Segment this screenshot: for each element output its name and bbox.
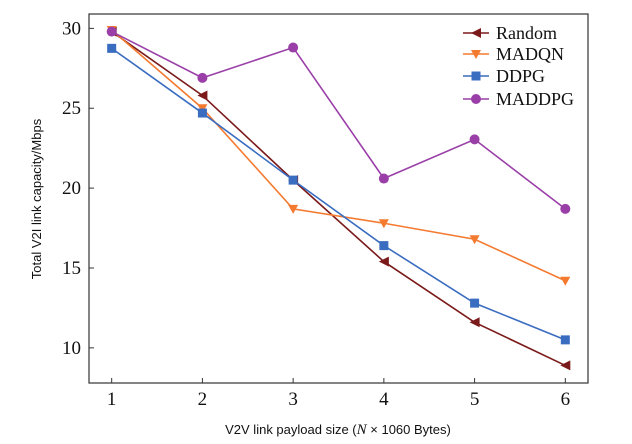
legend-label: DDPG xyxy=(496,66,545,86)
legend-marker xyxy=(471,28,481,38)
legend-item: DDPG xyxy=(463,66,545,86)
data-point xyxy=(378,219,389,229)
data-point xyxy=(378,256,389,267)
data-point xyxy=(107,43,117,53)
data-point xyxy=(560,360,571,371)
data-point xyxy=(560,203,571,214)
data-point xyxy=(470,298,480,308)
x-tick-label: 1 xyxy=(107,389,117,410)
series-line xyxy=(111,29,566,282)
y-tick-label: 15 xyxy=(62,258,81,279)
x-tick-label: 2 xyxy=(198,389,208,410)
data-point xyxy=(560,335,570,345)
x-axis-label: V2V link payload size (N × 1060 Bytes) xyxy=(225,422,451,438)
series-line xyxy=(111,47,566,341)
data-point xyxy=(469,134,480,145)
data-point xyxy=(197,108,207,118)
legend-item: MADDPG xyxy=(463,89,574,109)
legend-marker xyxy=(471,71,481,81)
data-point xyxy=(288,175,298,185)
x-tick-label: 6 xyxy=(561,389,571,410)
legend-label: MADQN xyxy=(496,44,564,64)
data-point xyxy=(560,276,571,286)
legend-marker xyxy=(471,50,481,59)
data-point xyxy=(106,26,117,37)
data-point xyxy=(288,42,299,53)
legend-item: Random xyxy=(463,23,557,43)
legend-marker xyxy=(471,94,481,104)
x-tick-label: 3 xyxy=(288,389,298,410)
legend-label: MADDPG xyxy=(496,89,574,109)
data-point xyxy=(197,90,208,101)
y-tick-label: 10 xyxy=(62,338,81,359)
data-point xyxy=(378,173,389,184)
y-tick-label: 20 xyxy=(62,178,81,199)
data-point xyxy=(197,72,208,83)
y-tick-label: 30 xyxy=(62,18,81,39)
legend-item: MADQN xyxy=(463,44,564,64)
data-point xyxy=(469,235,480,245)
data-point xyxy=(288,204,299,214)
legend-label: Random xyxy=(496,23,557,43)
y-tick-label: 25 xyxy=(62,98,81,119)
y-axis-label: Total V2I link capacity/Mbps xyxy=(29,118,44,279)
plot-frame xyxy=(88,13,589,384)
x-tick-label: 5 xyxy=(470,389,480,410)
series-line xyxy=(111,30,566,210)
data-point xyxy=(379,241,389,251)
series-line xyxy=(111,30,566,367)
x-tick-label: 4 xyxy=(379,389,389,410)
series-madqn xyxy=(106,25,571,286)
data-point xyxy=(469,317,480,328)
series-maddpg xyxy=(106,26,571,214)
series-ddpg xyxy=(107,43,570,345)
